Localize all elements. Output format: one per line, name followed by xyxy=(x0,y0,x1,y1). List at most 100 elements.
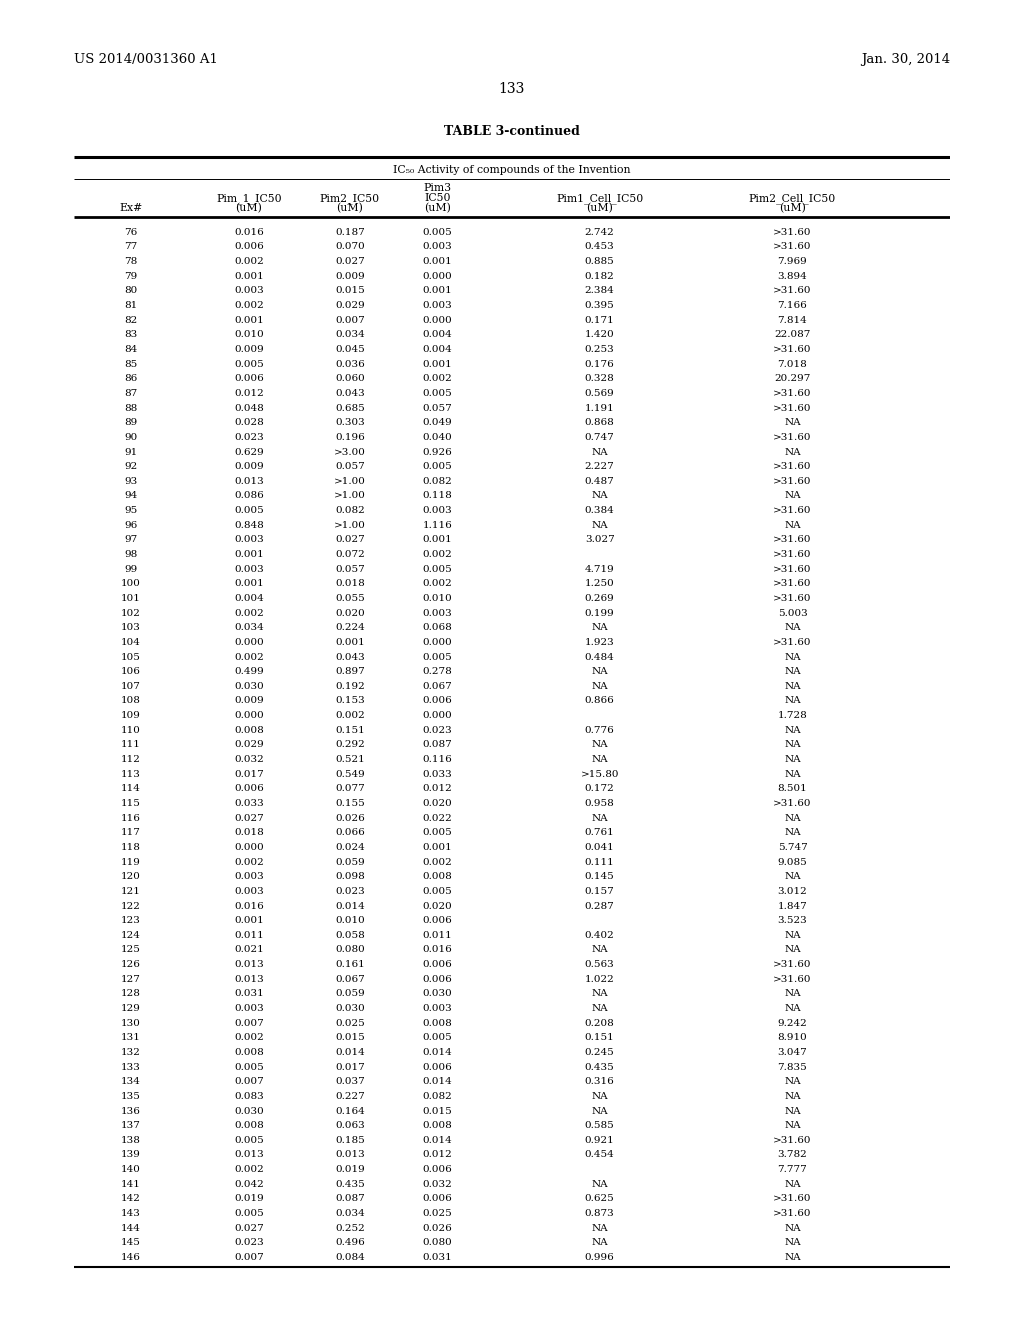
Text: 0.001: 0.001 xyxy=(234,315,264,325)
Text: 0.032: 0.032 xyxy=(423,1180,453,1189)
Text: NA: NA xyxy=(784,726,801,735)
Text: 126: 126 xyxy=(121,960,140,969)
Text: 0.921: 0.921 xyxy=(585,1135,614,1144)
Text: 0.006: 0.006 xyxy=(234,784,264,793)
Text: >31.60: >31.60 xyxy=(773,345,812,354)
Text: >31.60: >31.60 xyxy=(773,462,812,471)
Text: NA: NA xyxy=(784,1253,801,1262)
Text: Pim_1_IC50: Pim_1_IC50 xyxy=(216,193,282,203)
Text: 110: 110 xyxy=(121,726,140,735)
Text: 0.157: 0.157 xyxy=(585,887,614,896)
Text: 0.014: 0.014 xyxy=(423,1048,453,1057)
Text: 0.005: 0.005 xyxy=(423,389,453,397)
Text: NA: NA xyxy=(784,1180,801,1189)
Text: 0.012: 0.012 xyxy=(234,389,264,397)
Text: 0.055: 0.055 xyxy=(335,594,365,603)
Text: 0.145: 0.145 xyxy=(585,873,614,882)
Text: 97: 97 xyxy=(124,536,137,544)
Text: NA: NA xyxy=(591,623,608,632)
Text: 0.629: 0.629 xyxy=(234,447,264,457)
Text: 83: 83 xyxy=(124,330,137,339)
Text: 0.006: 0.006 xyxy=(423,960,453,969)
Text: 0.048: 0.048 xyxy=(234,404,264,413)
Text: 7.018: 7.018 xyxy=(777,359,807,368)
Text: NA: NA xyxy=(784,1005,801,1012)
Text: 0.002: 0.002 xyxy=(423,550,453,560)
Text: 0.032: 0.032 xyxy=(234,755,264,764)
Text: 0.012: 0.012 xyxy=(423,784,453,793)
Text: 0.066: 0.066 xyxy=(335,828,365,837)
Text: NA: NA xyxy=(784,623,801,632)
Text: 0.098: 0.098 xyxy=(335,873,365,882)
Text: 0.747: 0.747 xyxy=(585,433,614,442)
Text: 133: 133 xyxy=(121,1063,140,1072)
Text: 1.728: 1.728 xyxy=(777,711,807,721)
Text: 0.001: 0.001 xyxy=(234,916,264,925)
Text: 0.013: 0.013 xyxy=(234,960,264,969)
Text: 0.224: 0.224 xyxy=(335,623,365,632)
Text: 0.018: 0.018 xyxy=(335,579,365,589)
Text: 0.005: 0.005 xyxy=(234,1209,264,1218)
Text: NA: NA xyxy=(784,828,801,837)
Text: 0.034: 0.034 xyxy=(335,1209,365,1218)
Text: 0.625: 0.625 xyxy=(585,1195,614,1204)
Text: 0.005: 0.005 xyxy=(234,359,264,368)
Text: NA: NA xyxy=(784,931,801,940)
Text: 0.009: 0.009 xyxy=(234,345,264,354)
Text: 91: 91 xyxy=(124,447,137,457)
Text: 0.043: 0.043 xyxy=(335,389,365,397)
Text: 1.420: 1.420 xyxy=(585,330,614,339)
Text: 0.161: 0.161 xyxy=(335,960,365,969)
Text: 0.058: 0.058 xyxy=(335,931,365,940)
Text: 0.001: 0.001 xyxy=(423,257,453,267)
Text: >31.60: >31.60 xyxy=(773,243,812,252)
Text: 0.227: 0.227 xyxy=(335,1092,365,1101)
Text: 0.013: 0.013 xyxy=(234,477,264,486)
Text: >31.60: >31.60 xyxy=(773,228,812,236)
Text: 117: 117 xyxy=(121,828,140,837)
Text: NA: NA xyxy=(784,945,801,954)
Text: 0.023: 0.023 xyxy=(335,887,365,896)
Text: 2.384: 2.384 xyxy=(585,286,614,296)
Text: 0.033: 0.033 xyxy=(423,770,453,779)
Text: >15.80: >15.80 xyxy=(581,770,618,779)
Text: >31.60: >31.60 xyxy=(773,594,812,603)
Text: 134: 134 xyxy=(121,1077,140,1086)
Text: NA: NA xyxy=(591,813,608,822)
Text: NA: NA xyxy=(591,741,608,750)
Text: 1.191: 1.191 xyxy=(585,404,614,413)
Text: 0.033: 0.033 xyxy=(234,799,264,808)
Text: 0.008: 0.008 xyxy=(234,726,264,735)
Text: 125: 125 xyxy=(121,945,140,954)
Text: 0.016: 0.016 xyxy=(234,228,264,236)
Text: 9.242: 9.242 xyxy=(777,1019,807,1028)
Text: 0.996: 0.996 xyxy=(585,1253,614,1262)
Text: 0.172: 0.172 xyxy=(585,784,614,793)
Text: 0.084: 0.084 xyxy=(335,1253,365,1262)
Text: 0.019: 0.019 xyxy=(234,1195,264,1204)
Text: 84: 84 xyxy=(124,345,137,354)
Text: 0.010: 0.010 xyxy=(234,330,264,339)
Text: 0.002: 0.002 xyxy=(423,858,453,867)
Text: 0.003: 0.003 xyxy=(234,536,264,544)
Text: 3.894: 3.894 xyxy=(777,272,807,281)
Text: 0.151: 0.151 xyxy=(585,1034,614,1043)
Text: 0.487: 0.487 xyxy=(585,477,614,486)
Text: 0.868: 0.868 xyxy=(585,418,614,428)
Text: 77: 77 xyxy=(124,243,137,252)
Text: 0.023: 0.023 xyxy=(234,1238,264,1247)
Text: NA: NA xyxy=(591,755,608,764)
Text: 0.000: 0.000 xyxy=(423,272,453,281)
Text: 0.000: 0.000 xyxy=(234,843,264,851)
Text: 0.001: 0.001 xyxy=(234,550,264,560)
Text: NA: NA xyxy=(591,945,608,954)
Text: IC₅₀ Activity of compounds of the Invention: IC₅₀ Activity of compounds of the Invent… xyxy=(393,165,631,176)
Text: 0.164: 0.164 xyxy=(335,1106,365,1115)
Text: 0.006: 0.006 xyxy=(423,974,453,983)
Text: >31.60: >31.60 xyxy=(773,974,812,983)
Text: 0.003: 0.003 xyxy=(423,609,453,618)
Text: NA: NA xyxy=(591,491,608,500)
Text: 0.016: 0.016 xyxy=(423,945,453,954)
Text: 76: 76 xyxy=(124,228,137,236)
Text: 108: 108 xyxy=(121,697,140,705)
